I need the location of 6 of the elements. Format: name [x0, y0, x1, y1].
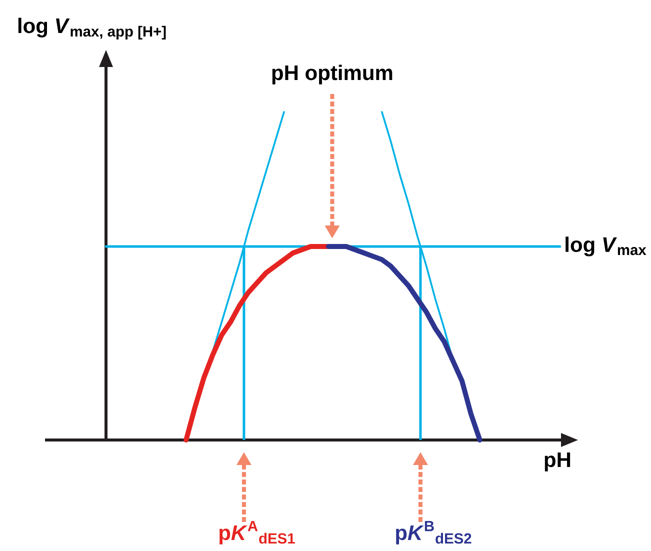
- series-label: log V$_{max}$: [566, 236, 646, 256]
- text: pH optimum: [272, 64, 392, 84]
- x-axis-title: pH: [544, 452, 570, 472]
- text: $\textbf{p}\textbf{\textit{K}}^{\textbf{A}}{}_{\textbf{dES1}}$: [220, 520, 295, 544]
- text: $\textbf{log }\textbf{\textit{V}}_{\textbf{max, app [H+]}}$: [18, 18, 166, 40]
- text: $\textbf{p}\textbf{\textit{K}}^{\textbf{B}}{}_{\textbf{dES2}}$: [396, 520, 472, 544]
